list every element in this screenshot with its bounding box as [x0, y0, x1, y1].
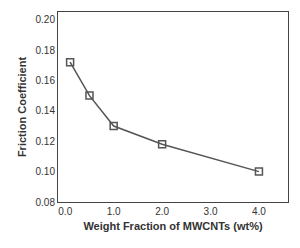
svg-text:Weight Fraction of MWCNTs (wt%: Weight Fraction of MWCNTs (wt%) — [83, 220, 263, 232]
svg-text:0.08: 0.08 — [36, 197, 56, 208]
svg-text:4.0: 4.0 — [252, 206, 266, 217]
svg-text:3.0: 3.0 — [204, 206, 218, 217]
svg-text:0.20: 0.20 — [36, 14, 56, 25]
svg-text:0.18: 0.18 — [36, 45, 56, 56]
svg-text:0.12: 0.12 — [36, 136, 56, 147]
svg-text:0.10: 0.10 — [36, 166, 56, 177]
svg-text:1.0: 1.0 — [107, 206, 121, 217]
svg-text:2.0: 2.0 — [155, 206, 169, 217]
svg-text:0.0: 0.0 — [58, 206, 72, 217]
svg-text:Friction Coefficient: Friction Coefficient — [16, 57, 28, 158]
svg-text:0.14: 0.14 — [36, 105, 56, 116]
svg-text:0.16: 0.16 — [36, 75, 56, 86]
